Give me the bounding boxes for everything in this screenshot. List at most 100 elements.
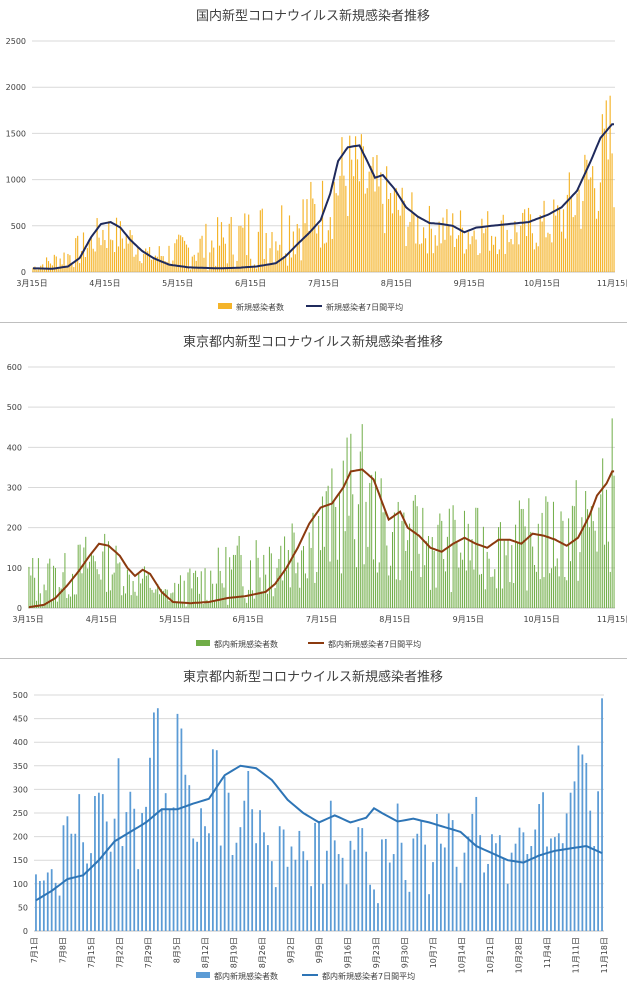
bar: [131, 235, 133, 272]
bar: [196, 841, 199, 931]
bar: [267, 265, 269, 272]
bar: [503, 540, 505, 608]
bar: [499, 522, 501, 608]
bar: [432, 253, 434, 272]
bar: [566, 580, 568, 608]
bar: [293, 532, 295, 608]
legend-label-line: 都内新規感染者7日間平均: [328, 639, 421, 649]
bar: [498, 835, 501, 931]
bar: [298, 228, 300, 272]
bar: [354, 136, 357, 272]
bar: [588, 527, 590, 608]
bar: [463, 253, 465, 272]
bar: [451, 820, 454, 931]
bar: [251, 590, 253, 608]
bar: [119, 221, 122, 272]
bar: [113, 818, 116, 931]
bar: [367, 546, 369, 608]
bar: [520, 225, 522, 272]
bar: [374, 191, 376, 272]
bar: [248, 214, 250, 272]
bar: [308, 532, 310, 608]
bar: [436, 245, 438, 272]
x-tick-label: 8月19日: [230, 937, 239, 968]
bar: [249, 560, 251, 608]
chart-tokyo-recent: 東京都内新型コロナウイルス新規感染者推移 0 50 100 150 200 250 300 3…: [13, 669, 609, 981]
bar: [308, 230, 310, 272]
bar: [386, 166, 388, 272]
bar: [178, 234, 180, 272]
bar: [87, 568, 89, 608]
bar: [568, 518, 570, 608]
bar: [444, 239, 446, 272]
bar: [46, 872, 49, 931]
bar: [520, 508, 522, 608]
bar: [365, 501, 367, 608]
bar: [176, 239, 178, 272]
bar: [512, 244, 514, 272]
bar: [96, 569, 98, 608]
bar: [117, 246, 120, 272]
bar: [151, 589, 153, 608]
bar: [588, 179, 590, 272]
bar: [439, 513, 441, 608]
bar: [578, 189, 580, 272]
bar: [310, 547, 312, 608]
bar: [594, 530, 596, 608]
bar: [232, 554, 234, 608]
bar: [337, 559, 339, 608]
bar: [365, 851, 368, 931]
bar: [518, 827, 521, 931]
bar: [452, 213, 454, 272]
bar: [325, 242, 327, 272]
bar: [526, 590, 528, 608]
bar: [529, 214, 532, 272]
legend-swatch-bars: [196, 972, 210, 978]
bar: [600, 494, 602, 608]
bar: [202, 603, 204, 608]
bar: [389, 193, 392, 272]
bar: [502, 858, 505, 931]
bar: [200, 808, 202, 931]
bar: [545, 496, 547, 608]
bar: [312, 198, 314, 272]
bar: [101, 794, 104, 931]
bar: [50, 869, 53, 931]
bar: [539, 579, 541, 608]
bar: [164, 793, 167, 931]
legend-label-line: 都内新規感染者7日間平均: [322, 971, 415, 981]
bar: [455, 866, 458, 931]
bar: [288, 215, 291, 272]
bar: [407, 540, 409, 608]
bar: [348, 515, 350, 608]
bar: [513, 583, 515, 608]
bar: [569, 792, 572, 931]
bar: [200, 571, 202, 608]
bar: [123, 248, 125, 272]
bar: [276, 567, 278, 608]
bar: [380, 172, 382, 272]
bar: [327, 230, 329, 272]
bar: [363, 564, 365, 608]
bar: [435, 587, 437, 608]
bar: [310, 181, 312, 272]
bar: [316, 233, 318, 272]
bar: [400, 842, 403, 931]
bar: [71, 263, 73, 272]
legend-label-bars: 都内新規感染者数: [214, 639, 278, 649]
bar: [117, 563, 119, 608]
bar: [545, 237, 547, 272]
bar: [481, 218, 483, 272]
bar: [166, 261, 168, 272]
bar: [81, 573, 83, 608]
bar: [246, 602, 248, 608]
bar: [329, 217, 331, 272]
bar: [219, 845, 222, 931]
bar: [43, 584, 45, 608]
bar: [220, 222, 223, 272]
bar: [349, 135, 351, 272]
bar: [155, 589, 157, 608]
bar: [133, 256, 135, 272]
bar: [331, 468, 333, 608]
bar: [488, 558, 490, 608]
